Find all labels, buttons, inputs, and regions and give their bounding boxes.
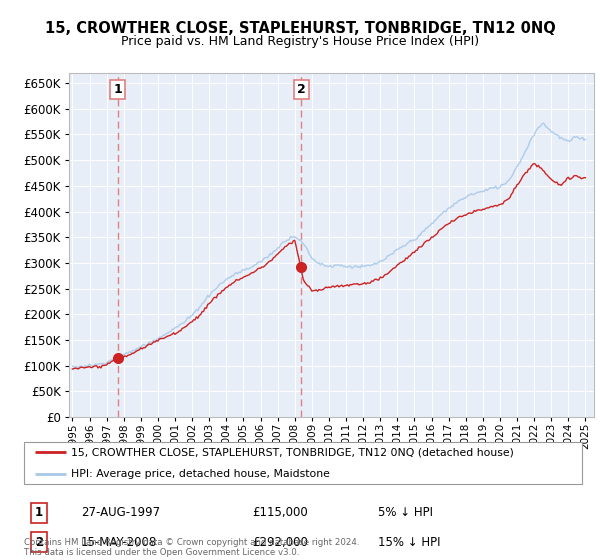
Text: 15% ↓ HPI: 15% ↓ HPI [378,535,440,549]
Text: 27-AUG-1997: 27-AUG-1997 [81,506,160,520]
Text: HPI: Average price, detached house, Maidstone: HPI: Average price, detached house, Maid… [71,469,331,479]
Text: 1: 1 [113,83,122,96]
Text: 5% ↓ HPI: 5% ↓ HPI [378,506,433,520]
Text: £292,000: £292,000 [252,535,308,549]
Text: 2: 2 [296,83,305,96]
Text: 1: 1 [35,506,43,520]
Text: 15-MAY-2008: 15-MAY-2008 [81,535,157,549]
FancyBboxPatch shape [24,442,582,484]
Text: Price paid vs. HM Land Registry's House Price Index (HPI): Price paid vs. HM Land Registry's House … [121,35,479,48]
Text: £115,000: £115,000 [252,506,308,520]
Text: 15, CROWTHER CLOSE, STAPLEHURST, TONBRIDGE, TN12 0NQ: 15, CROWTHER CLOSE, STAPLEHURST, TONBRID… [44,21,556,36]
Text: 2: 2 [35,535,43,549]
Text: 15, CROWTHER CLOSE, STAPLEHURST, TONBRIDGE, TN12 0NQ (detached house): 15, CROWTHER CLOSE, STAPLEHURST, TONBRID… [71,447,514,458]
Text: Contains HM Land Registry data © Crown copyright and database right 2024.
This d: Contains HM Land Registry data © Crown c… [24,538,359,557]
